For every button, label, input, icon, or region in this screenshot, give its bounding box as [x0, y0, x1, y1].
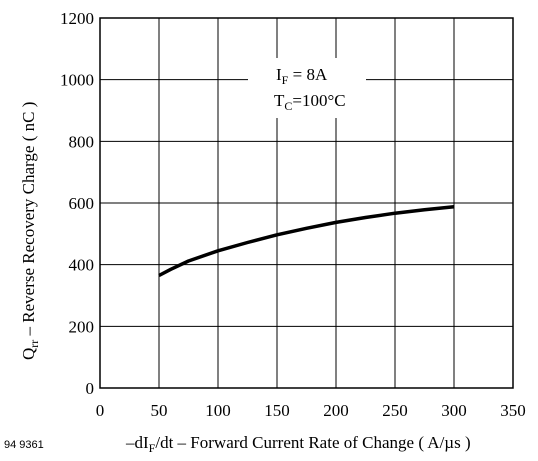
plot-border — [99, 17, 514, 389]
y-tick-label: 0 — [86, 379, 95, 398]
y-tick-label: 400 — [69, 256, 95, 275]
x-tick-label: 350 — [500, 401, 526, 420]
y-tick-labels: 0 200 400 600 800 1000 1200 — [60, 9, 94, 398]
x-tick-label: 0 — [96, 401, 105, 420]
x-tick-labels: 0 50 100 150 200 250 300 350 — [96, 401, 526, 420]
y-tick-label: 800 — [69, 132, 95, 151]
y-tick-label: 1200 — [60, 9, 94, 28]
x-tick-label: 150 — [264, 401, 290, 420]
x-tick-label: 200 — [323, 401, 349, 420]
annotation-line-2: TC=100°C — [274, 91, 346, 113]
y-axis-title: Qrr – Reverse Recovery Charge ( nC ) — [19, 102, 41, 360]
x-tick-label: 100 — [205, 401, 231, 420]
series-line — [158, 204, 455, 278]
y-tick-label: 600 — [69, 194, 95, 213]
data-series — [158, 204, 455, 278]
annotation-background — [248, 58, 366, 118]
x-tick-label: 250 — [382, 401, 408, 420]
x-tick-label: 300 — [441, 401, 467, 420]
x-tick-label: 50 — [151, 401, 168, 420]
figure-id: 94 9361 — [4, 439, 44, 451]
annotation-line-1: IF = 8A — [276, 65, 328, 87]
x-axis-title: –dIF/dt – Forward Current Rate of Change… — [125, 433, 471, 455]
y-tick-label: 200 — [69, 317, 95, 336]
plot-frame — [99, 17, 514, 389]
y-tick-label: 1000 — [60, 71, 94, 90]
